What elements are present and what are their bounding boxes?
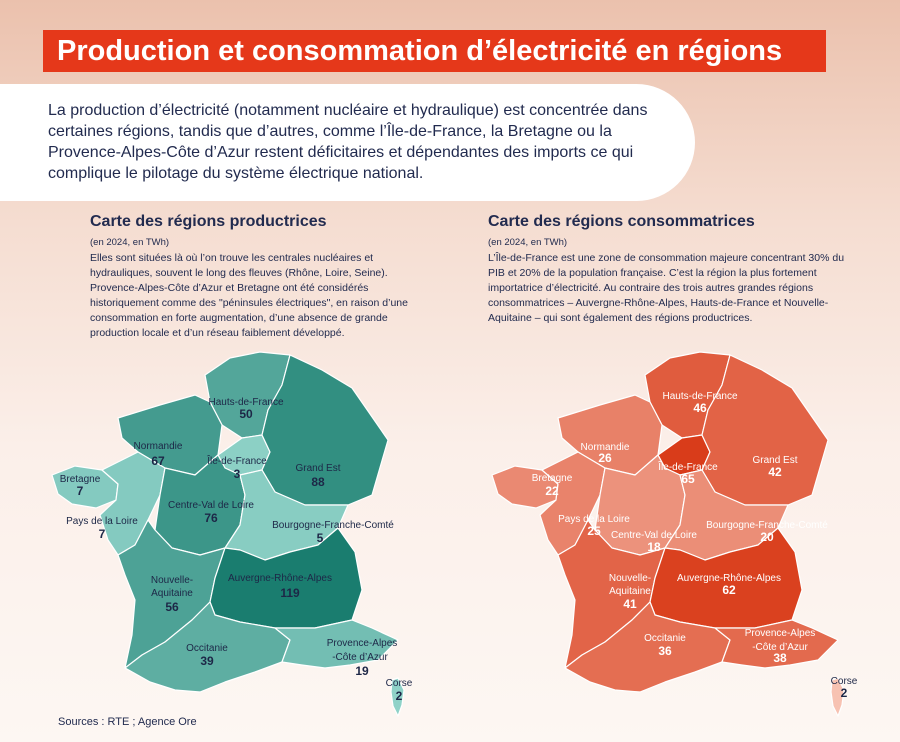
production-map-subtitle: (en 2024, en TWh) xyxy=(90,237,170,248)
region-label-ile-de-france: Île-de-France xyxy=(206,454,267,467)
region-value-occitanie: 36 xyxy=(658,644,672,658)
region-label-auvergne-rhone-alpes: Auvergne-Rhône-Alpes xyxy=(677,573,781,584)
consumption-map-title: Carte des régions consommatrices xyxy=(488,213,755,230)
region-label-corse: Corse xyxy=(386,678,413,689)
region-value-hauts-de-france: 46 xyxy=(693,401,707,415)
region-corse xyxy=(390,677,405,717)
region-label-provence-alpes-cote-d-azur: -Côte d’Azur xyxy=(752,642,808,653)
region-value-normandie: 67 xyxy=(151,454,165,468)
region-label-bretagne: Bretagne xyxy=(60,474,101,485)
region-value-centre-val-de-loire: 76 xyxy=(204,511,218,525)
region-value-ile-de-france: 3 xyxy=(234,467,241,481)
region-value-provence-alpes-cote-d-azur: 38 xyxy=(773,651,787,665)
region-label-bourgogne-franche-comte: Bourgogne-Franche-Comté xyxy=(706,520,828,531)
region-label-pays-de-la-loire: Pays de la Loire xyxy=(558,514,630,525)
region-label-centre-val-de-loire: Centre-Val de Loire xyxy=(168,500,254,511)
region-label-bretagne: Bretagne xyxy=(532,473,573,484)
consumption-map-description: L’Île-de-France est une zone de consomma… xyxy=(488,252,845,324)
region-label-corse: Corse xyxy=(831,676,858,687)
sources-note: Sources : RTE ; Agence Ore xyxy=(58,716,197,728)
region-label-normandie: Normandie xyxy=(581,442,630,453)
region-value-nouvelle-aquitaine: 56 xyxy=(165,600,179,614)
region-label-provence-alpes-cote-d-azur: Provence-Alpes xyxy=(327,638,398,649)
region-label-nouvelle-aquitaine: Aquitaine xyxy=(151,588,193,599)
region-label-grand-est: Grand Est xyxy=(752,455,797,466)
region-value-normandie: 26 xyxy=(598,451,612,465)
region-value-auvergne-rhone-alpes: 62 xyxy=(722,583,736,597)
region-value-hauts-de-france: 50 xyxy=(239,407,253,421)
region-label-provence-alpes-cote-d-azur: Provence-Alpes xyxy=(745,628,816,639)
region-label-occitanie: Occitanie xyxy=(186,643,228,654)
region-value-bourgogne-franche-comte: 5 xyxy=(317,531,324,545)
region-value-bourgogne-franche-comte: 20 xyxy=(760,530,774,544)
region-value-bretagne: 7 xyxy=(77,484,84,498)
region-value-corse: 2 xyxy=(841,686,848,700)
region-value-provence-alpes-cote-d-azur: 19 xyxy=(355,664,369,678)
consumption-map-subtitle: (en 2024, en TWh) xyxy=(488,237,568,248)
region-label-occitanie: Occitanie xyxy=(644,633,686,644)
region-value-grand-est: 42 xyxy=(768,465,782,479)
region-label-bourgogne-franche-comte: Bourgogne-Franche-Comté xyxy=(272,520,394,531)
region-value-occitanie: 39 xyxy=(200,654,214,668)
region-label-normandie: Normandie xyxy=(134,441,183,452)
region-corse xyxy=(830,677,845,717)
region-label-provence-alpes-cote-d-azur: -Côte d’Azur xyxy=(332,652,388,663)
region-value-auvergne-rhone-alpes: 119 xyxy=(280,586,300,600)
region-label-hauts-de-france: Hauts-de-France xyxy=(662,391,737,402)
region-label-ile-de-france: Île-de-France xyxy=(657,460,718,473)
intro-card xyxy=(0,84,695,201)
region-provence-alpes-cote-d-azur xyxy=(274,619,399,669)
region-label-auvergne-rhone-alpes: Auvergne-Rhône-Alpes xyxy=(228,573,332,584)
region-label-grand-est: Grand Est xyxy=(295,463,340,474)
region-value-pays-de-la-loire: 25 xyxy=(587,524,601,538)
production-map-description: Elles sont situées là où l’on trouve les… xyxy=(90,252,408,339)
region-label-nouvelle-aquitaine: Nouvelle- xyxy=(151,575,193,586)
production-map-title: Carte des régions productrices xyxy=(90,213,327,230)
region-value-bretagne: 22 xyxy=(545,484,559,498)
region-label-nouvelle-aquitaine: Aquitaine xyxy=(609,586,651,597)
region-value-corse: 2 xyxy=(396,689,403,703)
intro-text: La production d’électricité (notamment n… xyxy=(48,102,648,182)
region-value-centre-val-de-loire: 18 xyxy=(647,540,661,554)
region-value-grand-est: 88 xyxy=(311,475,325,489)
region-value-pays-de-la-loire: 7 xyxy=(99,527,106,541)
region-label-pays-de-la-loire: Pays de la Loire xyxy=(66,516,138,527)
region-value-ile-de-france: 65 xyxy=(681,472,695,486)
region-label-nouvelle-aquitaine: Nouvelle- xyxy=(609,573,651,584)
region-label-hauts-de-france: Hauts-de-France xyxy=(208,397,283,408)
region-value-nouvelle-aquitaine: 41 xyxy=(623,597,637,611)
page-title: Production et consommation d’électricité… xyxy=(43,30,826,72)
region-label-centre-val-de-loire: Centre-Val de Loire xyxy=(611,530,697,541)
region-provence-alpes-cote-d-azur xyxy=(714,619,839,669)
